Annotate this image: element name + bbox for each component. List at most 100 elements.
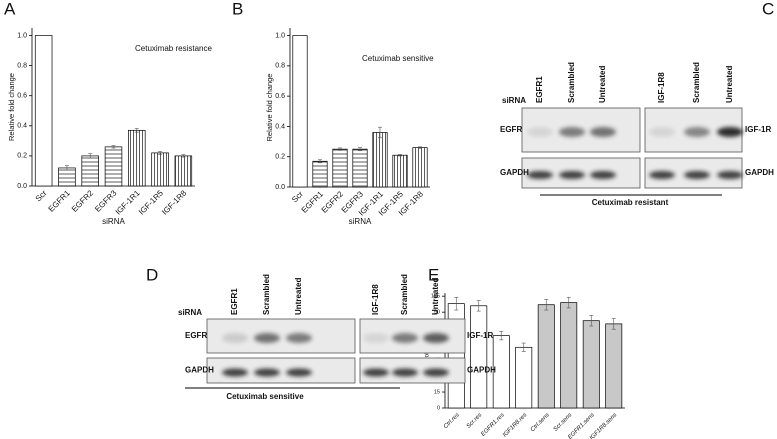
error-bar <box>181 154 186 158</box>
x-tick-label: IGF1R8.res <box>502 412 528 438</box>
blot-band <box>392 368 418 377</box>
caption: Cetuximab sensitive <box>226 392 304 401</box>
lane-label: IGF-1R8 <box>371 284 380 315</box>
lane-label: Scrambled <box>262 274 271 315</box>
lane-label: Untreated <box>725 66 734 103</box>
y-tick-label: 0.6 <box>17 93 27 100</box>
error-bar <box>418 146 422 149</box>
y-tick-label: 0.8 <box>275 63 285 70</box>
blot-band <box>222 368 248 377</box>
row-label: GAPDH <box>500 168 529 177</box>
annotation: Cetuximab resistance <box>135 44 212 53</box>
error-bar <box>566 296 571 309</box>
lane-label: Untreated <box>431 278 440 315</box>
error-bar <box>338 147 342 151</box>
bar <box>58 167 76 187</box>
y-tick-label: 0.4 <box>275 123 285 130</box>
bar <box>372 132 388 188</box>
error-bar <box>611 318 616 330</box>
bar <box>537 304 555 409</box>
bar <box>81 155 99 187</box>
blot-band <box>590 127 616 137</box>
blot-band <box>363 368 389 377</box>
bar <box>151 152 169 187</box>
lane-label: EGFR1 <box>230 288 239 315</box>
blot-band <box>286 333 312 343</box>
blot-band <box>392 333 418 343</box>
lane-label: Untreated <box>294 278 303 315</box>
y-tick-label: 0.2 <box>17 153 27 160</box>
blot-band <box>527 171 553 179</box>
lane-label: Scrambled <box>567 62 576 103</box>
lane-label: IGF-1R8 <box>657 72 666 103</box>
blot-band <box>559 171 585 179</box>
lane-label: EGFR1 <box>535 76 544 103</box>
x-tick-label: EGFR2 <box>70 188 96 214</box>
row-label: IGF-1R <box>467 331 493 340</box>
caption: Cetuximab resistant <box>592 198 669 207</box>
x-tick-label: Ctrl.res <box>443 412 461 430</box>
blot-band <box>684 127 710 137</box>
y-tick-label: 0.6 <box>275 93 285 100</box>
bar <box>412 147 428 188</box>
row-label: IGF-1R <box>745 125 771 134</box>
panel-letter: C <box>762 0 774 18</box>
y-axis-label: Relative fold change <box>7 73 16 141</box>
blot-band <box>363 333 389 343</box>
y-tick-label: 1.0 <box>275 32 285 39</box>
panel-letter: A <box>4 0 16 18</box>
y-tick-label: 90 <box>434 310 440 316</box>
error-bar <box>454 296 459 311</box>
error-bar <box>378 126 382 139</box>
blot-band <box>684 171 710 179</box>
y-tick-label: 0.8 <box>17 62 27 69</box>
row-label: EGFR <box>185 331 207 340</box>
lane-label: Scrambled <box>692 62 701 103</box>
blot-band <box>649 171 675 179</box>
error-bar <box>521 342 526 352</box>
error-bar <box>64 165 69 171</box>
bar <box>470 305 488 409</box>
error-bar <box>544 299 549 311</box>
bar <box>104 146 123 187</box>
blot-band <box>717 127 743 137</box>
x-axis-label: siRNA <box>349 217 372 226</box>
x-tick-label: Ctrl.sens <box>530 412 551 433</box>
row-label: GAPDH <box>185 366 214 375</box>
blot-band <box>254 333 280 343</box>
error-bar <box>318 159 322 164</box>
error-bar <box>476 300 481 312</box>
blot-band <box>254 368 280 377</box>
panel-letter: D <box>146 265 158 284</box>
blot-band <box>559 127 585 137</box>
lane-label: Scrambled <box>400 274 409 315</box>
x-tick-label: EGFR1 <box>47 188 73 214</box>
y-tick-label: 1.0 <box>17 32 27 39</box>
bar <box>292 35 308 188</box>
bar <box>605 323 623 409</box>
x-tick-label: Scr <box>290 189 305 204</box>
bar <box>34 35 53 187</box>
error-bar <box>111 145 116 149</box>
bar <box>312 160 328 188</box>
bar <box>174 155 193 187</box>
row-label: GAPDH <box>745 168 774 177</box>
blot-band <box>423 333 449 343</box>
y-axis-label: Relative fold change <box>265 74 274 142</box>
error-bar <box>499 331 504 341</box>
x-tick-label: Scr <box>34 188 49 203</box>
x-tick-label: IGF-1R8 <box>160 188 188 216</box>
bar <box>515 346 533 409</box>
row-title: siRNA <box>178 308 202 317</box>
y-tick-label: 0.2 <box>275 154 285 161</box>
blot-band <box>222 333 248 343</box>
lane-label: Untreated <box>598 66 607 103</box>
y-tick-label: 0 <box>437 405 440 411</box>
error-bar <box>589 315 594 327</box>
error-bar <box>158 151 163 155</box>
y-tick-label: 105 <box>431 294 440 300</box>
y-tick-label: 15 <box>434 389 440 395</box>
bar <box>582 320 600 409</box>
error-bar <box>134 128 139 133</box>
